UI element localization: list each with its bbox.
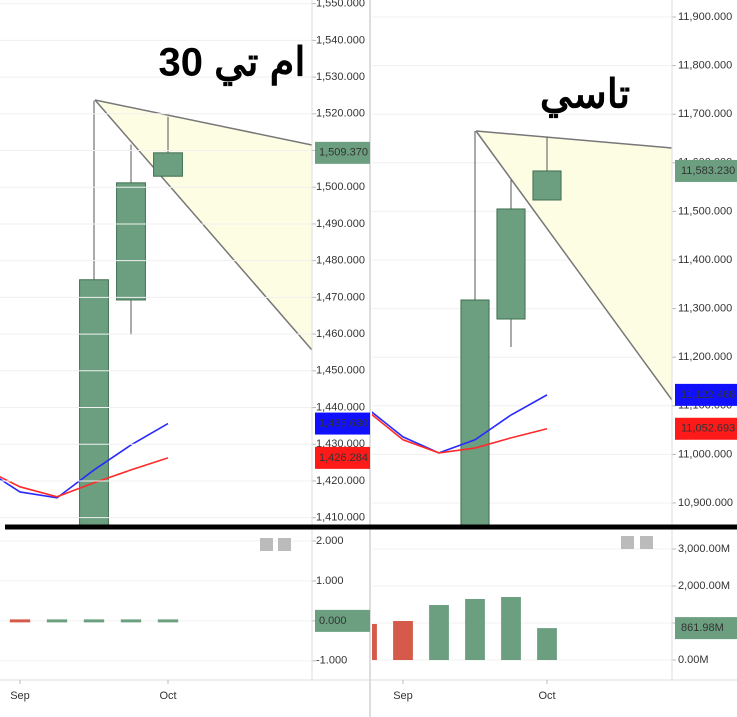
candle-body [532,170,562,201]
trend-line [475,130,672,149]
candle-body [496,208,526,320]
y-tick-label: 3,000.00M [678,543,730,555]
y-tick-label: 1,480.000 [316,255,365,267]
y-tick-label: 1,500.000 [316,181,365,193]
y-tick-label: 1,420.000 [316,475,365,487]
price-tag-label: 11,583.230 [681,165,735,177]
ma-line [372,394,548,454]
price-tag-label: 0.000 [319,615,347,627]
x-tick-label: Sep [393,690,413,702]
price-tag-label: 1,426.284 [319,452,368,464]
x-tick-label: Oct [159,690,176,702]
bar [83,619,105,623]
pane-icons [260,536,653,551]
trend-line [94,99,312,351]
price-tag-label: 11,052.693 [681,423,735,435]
icon[interactable] [260,538,273,551]
y-tick-label: 11,800.000 [678,60,732,72]
right-subplot [372,596,557,661]
price-tag-label: 1,509.370 [319,147,368,159]
bar [393,621,413,661]
y-tick-label: 2.000 [316,535,344,547]
price-tag [315,446,370,469]
y-tick-label: 1,520.000 [316,108,365,120]
y-tick-label: 11,200.000 [678,351,732,363]
bar [120,619,142,623]
y-tick-label: -1.000 [316,655,347,667]
y-tick-label: 11,700.000 [678,108,732,120]
price-tag [315,609,370,632]
y-tick-label: 11,400.000 [678,254,732,266]
price-tag [315,141,370,164]
bar [372,624,377,661]
x-tick-label: Sep [10,690,30,702]
bar [9,619,31,623]
price-tag-label: 11,122.468 [681,389,735,401]
y-tick-label: 11,000.000 [678,448,732,460]
y-tick-label: 2,000.00M [678,580,730,592]
y-tick-label: 11,900.000 [678,11,732,23]
right-plot [372,130,672,527]
bar [537,628,557,661]
price-tag [675,159,737,182]
bar [465,598,485,661]
bar [157,619,179,623]
candle-body [153,152,183,177]
y-tick-label: 1,470.000 [316,291,365,303]
y-tick-label: 1,550.000 [316,0,365,10]
left-subplot [9,619,179,623]
y-tick-label: 1.000 [316,575,344,587]
price-tag [675,617,737,640]
ma-line [0,457,169,498]
ma-line [0,422,169,499]
price-tag [315,412,370,435]
y-tick-label: 0.00M [678,654,709,666]
x-tick-label: Oct [538,690,555,702]
bar [429,605,449,661]
y-tick-label: 11,500.000 [678,205,732,217]
price-tag-label: 861.98M [681,622,724,634]
y-tick-label: 10,900.000 [678,497,733,509]
y-tick-label: 1,410.000 [316,512,365,524]
price-tag [675,383,737,406]
y-tick-label: 1,450.000 [316,365,365,377]
y-tick-label: 1,460.000 [316,328,365,340]
price-tag-label: 1,435.630 [319,417,368,429]
chart-title: تاسي [540,73,630,119]
icon[interactable] [621,536,634,549]
chart-title: ام تي 30 [158,41,305,87]
icon[interactable] [640,536,653,549]
icon[interactable] [278,538,291,551]
trend-line [475,130,672,401]
y-tick-label: 1,540.000 [316,34,365,46]
y-tick-label: 11,300.000 [678,303,732,315]
candle-body [460,299,490,527]
bar [46,619,68,623]
bar [501,596,521,661]
ma-line [372,413,548,454]
y-tick-label: 1,530.000 [316,71,365,83]
candle-body [116,182,146,301]
trend-line [94,99,312,146]
price-tag [675,417,737,440]
y-tick-label: 1,490.000 [316,218,365,230]
left-plot [0,99,312,527]
y-tick-label: 1,440.000 [316,401,365,413]
